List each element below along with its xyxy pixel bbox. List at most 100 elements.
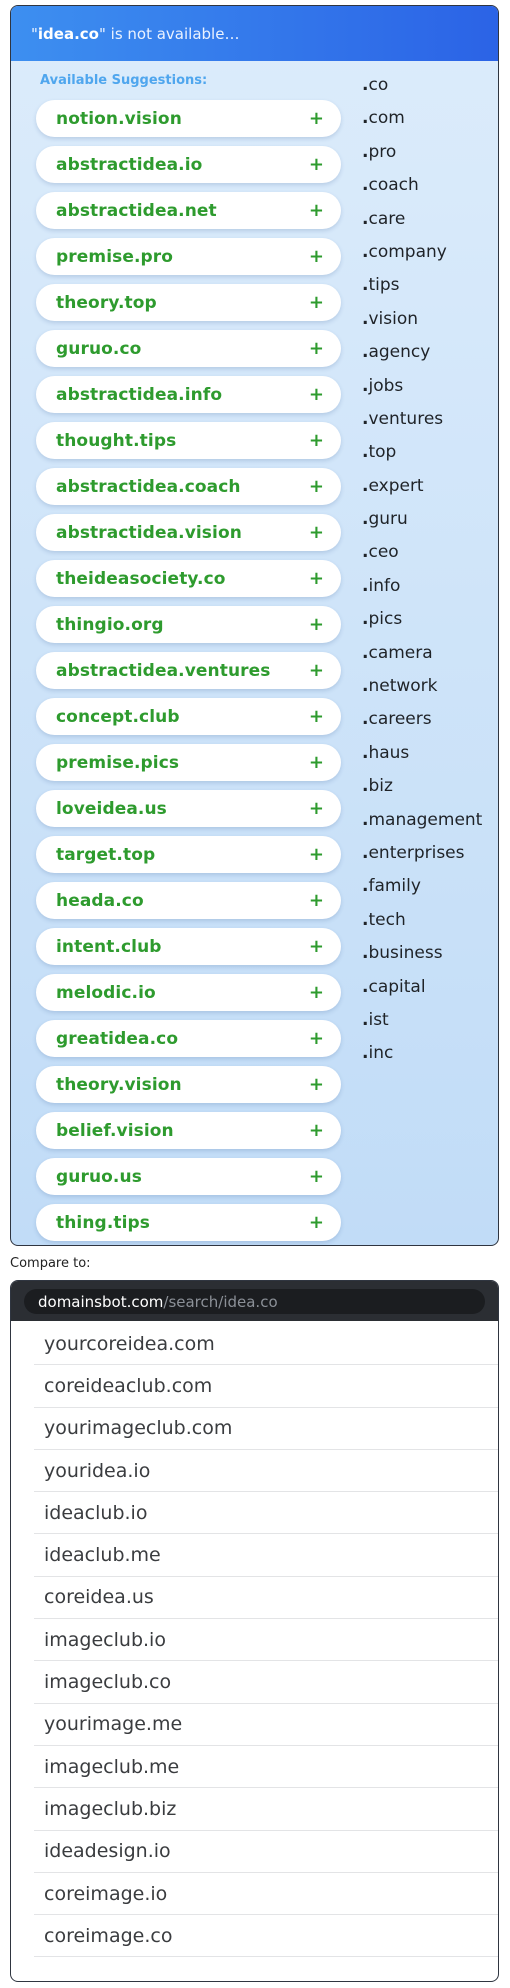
add-icon[interactable]: + bbox=[308, 246, 324, 267]
tld-item[interactable]: .business bbox=[362, 943, 443, 964]
tld-item[interactable]: .care bbox=[362, 208, 406, 229]
add-icon[interactable]: + bbox=[308, 798, 324, 819]
tld-item[interactable]: .tech bbox=[362, 909, 406, 930]
tld-item[interactable]: .guru bbox=[362, 509, 408, 530]
suggestion-item[interactable]: abstractidea.info + bbox=[36, 376, 341, 413]
suggestion-item[interactable]: loveidea.us + bbox=[36, 790, 341, 827]
result-item[interactable]: imageclub.io bbox=[34, 1619, 498, 1662]
suggestion-item[interactable]: abstractidea.coach + bbox=[36, 468, 341, 505]
tld-item[interactable]: .capital bbox=[362, 976, 426, 997]
suggestion-item[interactable]: thought.tips + bbox=[36, 422, 341, 459]
suggestion-item[interactable]: belief.vision + bbox=[36, 1112, 341, 1149]
result-item[interactable]: ideaclub.io bbox=[34, 1492, 498, 1535]
add-icon[interactable]: + bbox=[308, 890, 324, 911]
add-icon[interactable]: + bbox=[308, 614, 324, 635]
tld-item[interactable]: .pics bbox=[362, 609, 403, 630]
result-item[interactable]: ideadesign.io bbox=[34, 1831, 498, 1873]
add-icon[interactable]: + bbox=[308, 1166, 324, 1187]
result-item[interactable]: imageclub.biz bbox=[34, 1788, 498, 1831]
tld-item[interactable]: .top bbox=[362, 442, 397, 463]
add-icon[interactable]: + bbox=[308, 108, 324, 129]
tld-item[interactable]: .com bbox=[362, 108, 405, 129]
result-item[interactable]: yourimageclub.com bbox=[34, 1408, 498, 1450]
tld-item[interactable]: .ceo bbox=[362, 542, 399, 563]
tld-item[interactable]: .network bbox=[362, 676, 438, 697]
add-icon[interactable]: + bbox=[308, 430, 324, 451]
result-item[interactable]: imageclub.me bbox=[34, 1746, 498, 1789]
result-item[interactable]: coreidea.us bbox=[34, 1577, 498, 1620]
result-item[interactable]: coreimage.co bbox=[34, 1915, 498, 1958]
suggestion-item[interactable]: intent.club + bbox=[36, 928, 341, 965]
tld-item[interactable]: .jobs bbox=[362, 375, 404, 396]
suggestion-item[interactable]: theory.vision + bbox=[36, 1066, 341, 1103]
suggestion-item[interactable]: notion.vision + bbox=[36, 100, 341, 137]
tld-item[interactable]: .careers bbox=[362, 709, 432, 730]
tld-item[interactable]: .ventures bbox=[362, 408, 444, 429]
tld-item[interactable]: .info bbox=[362, 575, 401, 596]
suggestion-item[interactable]: abstractidea.net + bbox=[36, 192, 341, 229]
result-item[interactable]: youridea.io bbox=[34, 1450, 498, 1493]
add-icon[interactable]: + bbox=[308, 660, 324, 681]
add-icon[interactable]: + bbox=[308, 844, 324, 865]
add-icon[interactable]: + bbox=[308, 1212, 324, 1233]
tld-item[interactable]: .pro bbox=[362, 141, 397, 162]
result-item[interactable]: ideaclub.me bbox=[34, 1534, 498, 1577]
tld-item[interactable]: .vision bbox=[362, 308, 419, 329]
suggestion-item[interactable]: thingio.org + bbox=[36, 606, 341, 643]
add-icon[interactable]: + bbox=[308, 706, 324, 727]
add-icon[interactable]: + bbox=[308, 292, 324, 313]
add-icon[interactable]: + bbox=[308, 338, 324, 359]
tld-item[interactable]: .family bbox=[362, 876, 421, 897]
suggestion-item[interactable]: premise.pics + bbox=[36, 744, 341, 781]
suggestion-item[interactable]: abstractidea.io + bbox=[36, 146, 341, 183]
add-icon[interactable]: + bbox=[308, 568, 324, 589]
result-item[interactable]: imageclub.co bbox=[34, 1661, 498, 1704]
unavailable-domain: idea.co bbox=[37, 24, 99, 43]
add-icon[interactable]: + bbox=[308, 1120, 324, 1141]
suggestion-item[interactable]: abstractidea.vision + bbox=[36, 514, 341, 551]
suggestion-item[interactable]: theory.top + bbox=[36, 284, 341, 321]
address-bar[interactable]: domainsbot.com/search/idea.co bbox=[24, 1289, 485, 1314]
suggestion-item[interactable]: theideasociety.co + bbox=[36, 560, 341, 597]
suggestion-item[interactable]: concept.club + bbox=[36, 698, 341, 735]
add-icon[interactable]: + bbox=[308, 936, 324, 957]
add-icon[interactable]: + bbox=[308, 752, 324, 773]
tld-item[interactable]: .agency bbox=[362, 342, 431, 363]
tld-item[interactable]: .ist bbox=[362, 1009, 389, 1030]
suggestion-item[interactable]: guruo.co + bbox=[36, 330, 341, 367]
add-icon[interactable]: + bbox=[308, 522, 324, 543]
add-icon[interactable]: + bbox=[308, 982, 324, 1003]
add-icon[interactable]: + bbox=[308, 1074, 324, 1095]
suggestion-item[interactable]: abstractidea.ventures + bbox=[36, 652, 341, 689]
suggestion-item[interactable]: heada.co + bbox=[36, 882, 341, 919]
result-item[interactable]: yourimage.me bbox=[34, 1704, 498, 1746]
add-icon[interactable]: + bbox=[308, 200, 324, 221]
tld-item[interactable]: .coach bbox=[362, 175, 419, 196]
result-item[interactable]: yourcoreidea.com bbox=[34, 1323, 498, 1366]
tld-item[interactable]: .management bbox=[362, 809, 483, 830]
tld-item[interactable]: .inc bbox=[362, 1043, 394, 1064]
suggestion-item[interactable]: thing.tips + bbox=[36, 1204, 341, 1241]
tld-item[interactable]: .company bbox=[362, 241, 447, 262]
tld-item[interactable]: .enterprises bbox=[362, 842, 465, 863]
suggestion-domain: abstractidea.net bbox=[56, 200, 217, 221]
add-icon[interactable]: + bbox=[308, 154, 324, 175]
add-icon[interactable]: + bbox=[308, 384, 324, 405]
tld-label: ceo bbox=[368, 542, 399, 563]
result-item[interactable]: coreideaclub.com bbox=[34, 1365, 498, 1408]
result-item[interactable]: coreimage.io bbox=[34, 1873, 498, 1916]
suggestion-item[interactable]: melodic.io + bbox=[36, 974, 341, 1011]
tld-item[interactable]: .co bbox=[362, 75, 389, 95]
tld-item[interactable]: .biz bbox=[362, 776, 393, 797]
suggestion-item[interactable]: target.top + bbox=[36, 836, 341, 873]
tld-label: network bbox=[368, 676, 438, 697]
tld-item[interactable]: .expert bbox=[362, 475, 424, 496]
tld-item[interactable]: .tips bbox=[362, 275, 400, 296]
suggestion-item[interactable]: guruo.us + bbox=[36, 1158, 341, 1195]
suggestion-item[interactable]: premise.pro + bbox=[36, 238, 341, 275]
add-icon[interactable]: + bbox=[308, 476, 324, 497]
tld-item[interactable]: .haus bbox=[362, 742, 410, 763]
suggestion-item[interactable]: greatidea.co + bbox=[36, 1020, 341, 1057]
tld-item[interactable]: .camera bbox=[362, 642, 433, 663]
add-icon[interactable]: + bbox=[308, 1028, 324, 1049]
